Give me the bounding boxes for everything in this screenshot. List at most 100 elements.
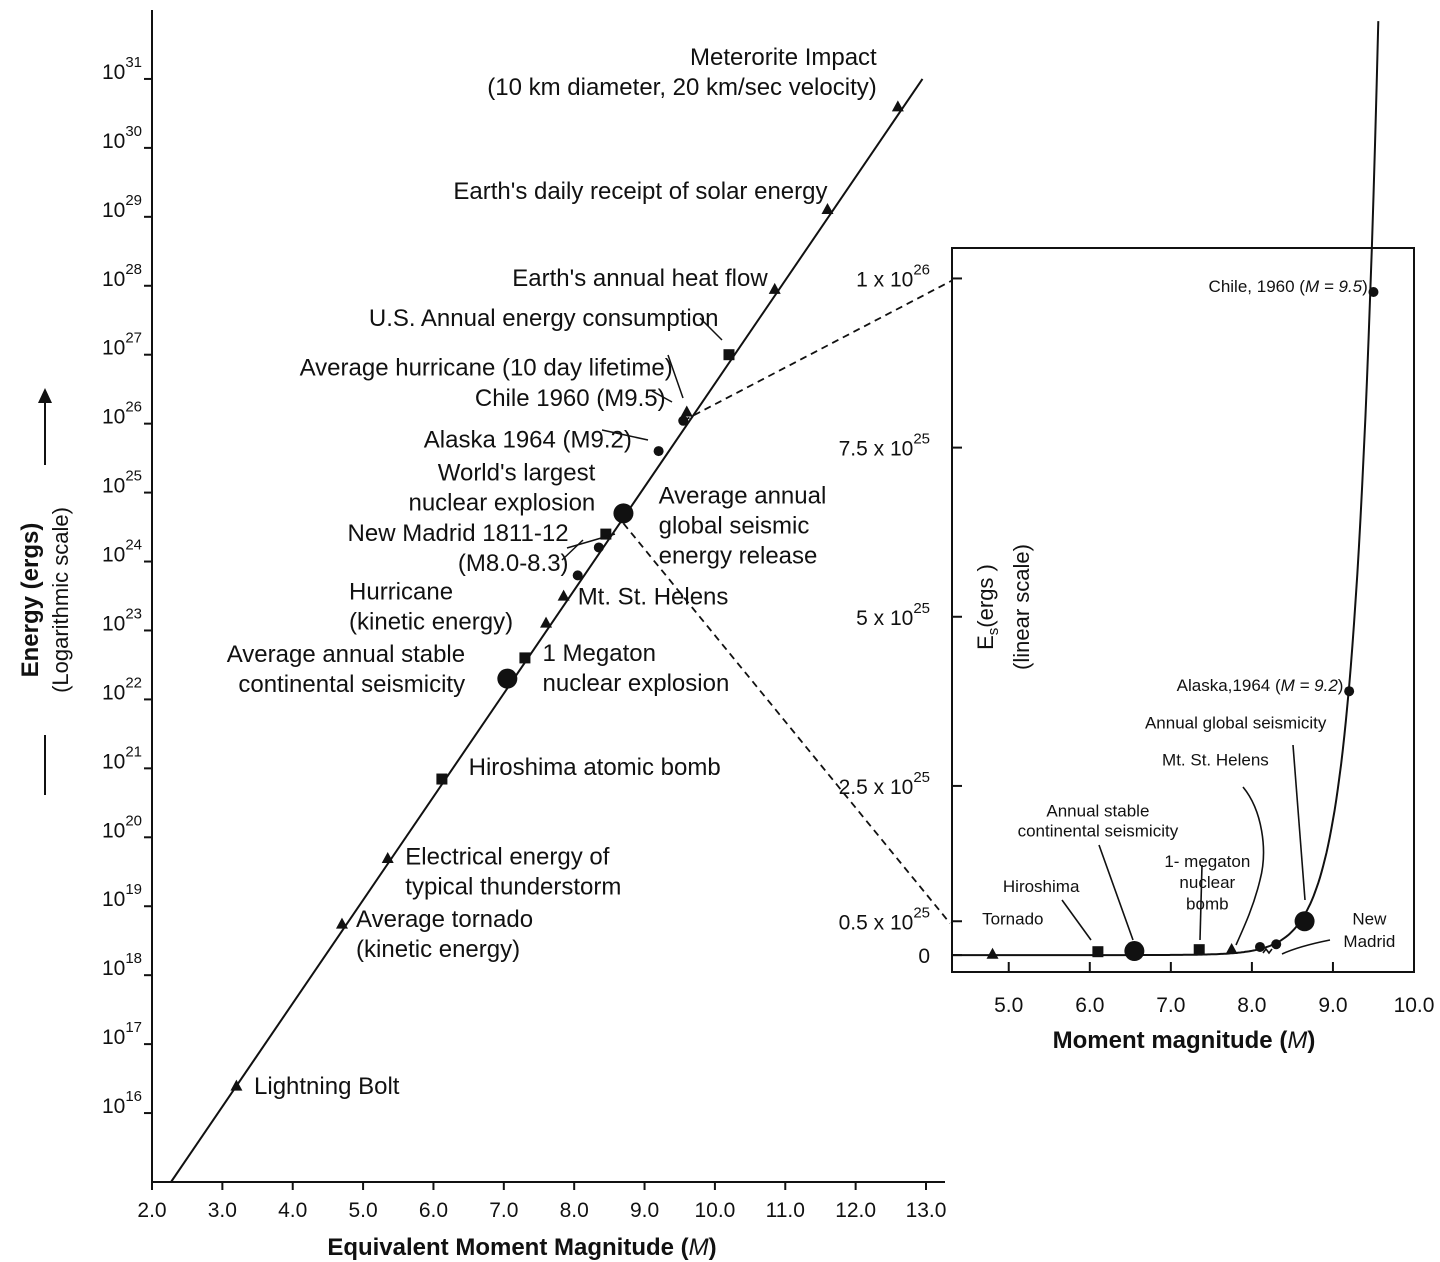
main-y-tick-label: 1028	[102, 261, 142, 291]
main-x-tick-label: 10.0	[694, 1199, 735, 1222]
main-data-point	[821, 202, 834, 214]
main-y-tick-label: 1026	[102, 399, 142, 429]
main-y-axis-subtitle: (Logarithmic scale)	[48, 507, 73, 693]
inset-frame	[951, 247, 1415, 973]
main-y-tick-label: 1027	[102, 330, 142, 360]
main-x-ticks: 2.0 3.0 4.0 5.0 6.0 7.0 8.0 9.0 10.0 11.0 12.0 13.0	[137, 1182, 946, 1222]
main-x-axis-title-text: Equivalent Moment Magnitude	[327, 1234, 674, 1261]
main-y-tick-label: 1025	[102, 468, 142, 498]
main-y-tick-label: 1023	[102, 605, 142, 635]
main-label-pointer	[699, 317, 723, 341]
inset-y-axis-title-group: Es(ergs ) (linear scale)	[973, 544, 1034, 670]
main-x-tick-label: 12.0	[835, 1199, 876, 1222]
main-y-ticks: 1016 1017 1018 1019 1020 1021 1022 1023 1024 1025…	[102, 54, 152, 1118]
inset-x-tick-label: 9.0	[1318, 994, 1347, 1017]
inset-data-point	[1225, 942, 1238, 954]
inset-event-label: New	[1352, 910, 1387, 929]
inset-x-ticks: 5.0 6.0 7.0 8.0 9.0 10.0	[994, 962, 1434, 1017]
main-points	[230, 100, 904, 1091]
inset-event-label: continental seismicity	[1018, 822, 1179, 841]
main-data-point	[593, 542, 604, 553]
inset-event-label: 1- megaton	[1164, 852, 1250, 871]
main-labels: Meterorite Impact (10 km diameter, 20 km/…	[227, 44, 877, 1100]
inset-y-axis-title-sub: s	[985, 628, 1002, 636]
main-data-point	[557, 589, 570, 601]
inset-y-tick-label: 2.5 x 1025	[839, 769, 930, 799]
main-event-label: Alaska 1964 (M9.2)	[424, 427, 632, 454]
main-event-label: World's largest nuclear explosion	[408, 459, 595, 516]
main-event-label: Meterorite Impact (10 km diameter, 20 km/…	[487, 44, 877, 101]
inset-event-label: nuclear	[1179, 873, 1235, 892]
main-x-tick-label: 5.0	[348, 1199, 377, 1222]
main-data-point	[335, 917, 348, 929]
inset-x-tick-label: 10.0	[1394, 994, 1435, 1017]
inset-event-label: Madrid	[1343, 932, 1395, 951]
main-x-axis-title: Equivalent Moment Magnitude (M)	[327, 1234, 716, 1261]
inset-data-point	[1193, 944, 1205, 956]
inset-data-point	[1294, 911, 1315, 932]
inset-x-axis-title-var: M	[1287, 1027, 1307, 1054]
main-data-point	[680, 405, 693, 417]
inset-event-label: Chile, 1960 (M = 9.5)	[1209, 277, 1368, 296]
inset-data-point	[1271, 939, 1282, 950]
main-data-point	[381, 852, 394, 864]
main-event-label: Lightning Bolt	[254, 1073, 400, 1100]
main-data-point	[678, 415, 689, 426]
inset-y-axis-subtitle: (linear scale)	[1009, 544, 1034, 670]
inset-x-tick-label: 5.0	[994, 994, 1023, 1017]
inset-data-point	[1344, 686, 1355, 697]
main-event-label: Hurricane (kinetic energy)	[349, 579, 513, 636]
connector-to-inset-top	[682, 277, 957, 422]
inset-event-label: Annual global seismicity	[1145, 713, 1327, 732]
main-event-label: Hiroshima atomic bomb	[469, 754, 721, 781]
inset-event-label: Hiroshima	[1003, 877, 1080, 896]
main-axes	[151, 10, 945, 1183]
main-y-tick-label: 1030	[102, 123, 142, 153]
main-x-tick-label: 7.0	[489, 1199, 518, 1222]
main-label-pointer	[561, 539, 584, 561]
main-y-tick-label: 1017	[102, 1019, 142, 1049]
inset-y-axis-title-base: E	[973, 635, 998, 650]
main-x-tick-label: 3.0	[208, 1199, 237, 1222]
inset-y-axis-title-rest: (ergs )	[973, 564, 998, 628]
main-x-tick-label: 8.0	[560, 1199, 589, 1222]
main-y-axis-title: Energy (ergs)	[17, 523, 44, 678]
main-y-axis-title-group: Energy (ergs) (Logarithmic scale)	[17, 507, 73, 693]
inset-event-label: bomb	[1186, 895, 1229, 914]
main-label-pointer	[651, 390, 673, 403]
main-x-tick-label: 11.0	[766, 1199, 805, 1222]
inset-data-point	[1092, 946, 1104, 958]
main-trend-line	[170, 78, 924, 1183]
inset-event-label: Mt. St. Helens	[1162, 751, 1269, 770]
inset-x-axis-title: Moment magnitude (M)	[1053, 1027, 1316, 1054]
inset-x-tick-label: 6.0	[1075, 994, 1104, 1017]
main-y-tick-label: 1022	[102, 674, 142, 704]
main-label-pointer	[667, 354, 684, 399]
inset-x-tick-label: 7.0	[1156, 994, 1185, 1017]
main-label-pointer	[566, 533, 616, 549]
main-data-point	[230, 1079, 243, 1091]
inset-labels: Chile, 1960 (M = 9.5) Alaska,1964 (M = 9.…	[982, 277, 1395, 951]
inset-leader-lines	[1061, 744, 1331, 955]
inset-y-axis-title: Es(ergs )	[973, 564, 1002, 650]
main-event-label: Average tornado (kinetic energy)	[356, 906, 533, 963]
main-event-label: U.S. Annual energy consumption	[369, 305, 719, 332]
inset-y-tick-label: 5 x 1025	[856, 600, 930, 630]
main-data-point	[572, 570, 583, 581]
inset-data-point	[1368, 286, 1379, 297]
main-event-label: Electrical energy of typical thunderstorm	[405, 844, 621, 901]
main-data-point	[613, 503, 634, 524]
main-y-tick-label: 1016	[102, 1088, 142, 1118]
main-data-point	[768, 282, 781, 294]
inset-event-label: Alaska,1964 (M = 9.2)	[1177, 676, 1344, 695]
main-data-point	[436, 773, 448, 785]
inset-y-tick-label: 7.5 x 1025	[839, 431, 930, 461]
inset-points	[986, 286, 1379, 962]
inset-x-tick-label: 8.0	[1237, 994, 1266, 1017]
main-data-point	[653, 446, 664, 457]
main-event-label: Mt. St. Helens	[578, 583, 729, 610]
main-data-point	[891, 100, 904, 112]
inset-event-label: Annual stable	[1046, 801, 1149, 820]
main-x-tick-label: 4.0	[278, 1199, 307, 1222]
main-event-label: New Madrid 1811-12 (M8.0-8.3)	[348, 520, 569, 577]
